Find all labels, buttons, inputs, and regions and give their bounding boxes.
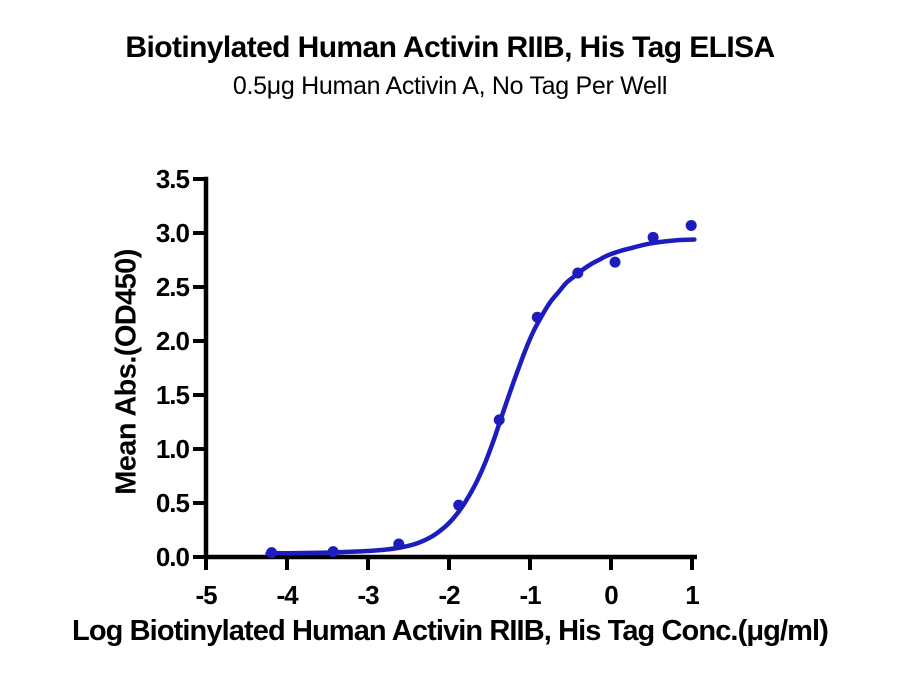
y-tick-label: 0.0 xyxy=(156,542,190,572)
chart-title: Biotinylated Human Activin RIIB, His Tag… xyxy=(125,31,775,64)
x-tick-label: 1 xyxy=(685,580,699,610)
y-tick-label: 1.0 xyxy=(156,434,190,464)
data-point xyxy=(493,414,505,426)
x-tick-label: -4 xyxy=(276,580,299,610)
x-tick-label: -1 xyxy=(519,580,541,610)
y-tick-label: 0.5 xyxy=(156,488,190,518)
data-point xyxy=(453,499,465,511)
x-tick-label: -5 xyxy=(195,580,217,610)
x-axis-label: Log Biotinylated Human Activin RIIB, His… xyxy=(72,615,829,647)
x-tick-label: -3 xyxy=(357,580,379,610)
chart-subtitle: 0.5μg Human Activin A, No Tag Per Well xyxy=(232,72,668,100)
fit-curve xyxy=(265,237,697,556)
y-tick-label: 2.5 xyxy=(156,272,190,302)
data-point xyxy=(266,547,278,559)
y-tick-label: 3.0 xyxy=(156,218,190,248)
data-point xyxy=(531,311,543,323)
data-point xyxy=(327,546,339,558)
data-point xyxy=(647,231,659,243)
data-point xyxy=(393,538,405,550)
x-tick-label: 0 xyxy=(604,580,618,610)
data-point xyxy=(685,219,697,231)
y-tick-label: 2.0 xyxy=(156,326,190,356)
y-tick-label: 3.5 xyxy=(156,164,190,194)
data-point xyxy=(572,267,584,279)
y-tick-label: 1.5 xyxy=(156,380,190,410)
x-tick-label: -2 xyxy=(438,580,460,610)
data-point xyxy=(609,256,621,268)
